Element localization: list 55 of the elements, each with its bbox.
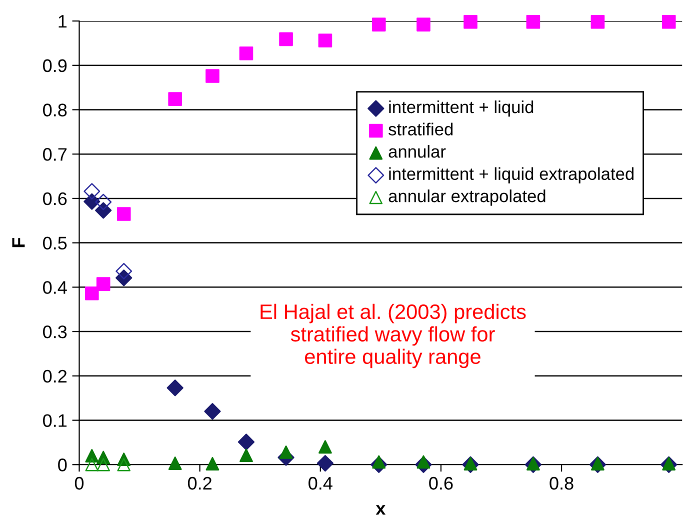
point [279, 445, 293, 459]
x-tick-label: 0.2 [188, 476, 212, 490]
point [204, 403, 221, 420]
point [240, 448, 253, 462]
legend-label: stratified [388, 122, 453, 136]
point [96, 458, 110, 472]
point [464, 14, 478, 29]
point [416, 455, 430, 469]
point [84, 286, 99, 300]
point [116, 262, 132, 280]
y-tick-label: 0.1 [43, 414, 67, 427]
point [95, 194, 112, 210]
point [96, 277, 110, 291]
x-axis-title: x [376, 505, 386, 515]
x-tick-label: 0.4 [308, 476, 332, 490]
point [239, 46, 254, 60]
point [590, 14, 605, 29]
y-tick-label: 1 [58, 15, 67, 28]
y-tick-label: 0.4 [43, 281, 67, 294]
point [206, 69, 220, 83]
point [168, 92, 182, 106]
point [662, 14, 676, 29]
x-tick-label: 0.8 [550, 476, 574, 490]
point [318, 34, 332, 48]
legend-label: intermittent + liquid [389, 100, 534, 117]
legend-label: annular [388, 144, 446, 158]
point [416, 18, 430, 32]
point [316, 454, 334, 472]
point [279, 32, 293, 46]
legend-label: annular extrapolated [388, 190, 546, 206]
y-tick-label: 0 [58, 458, 67, 472]
point [84, 183, 100, 200]
x-tick-label: 0 [74, 476, 84, 490]
point [372, 18, 386, 32]
point [116, 207, 131, 221]
point [85, 458, 99, 472]
legend-label: intermittent + liquid extrapolated [389, 167, 634, 184]
point [117, 458, 130, 472]
point [526, 14, 540, 29]
point [238, 434, 255, 450]
point [168, 456, 182, 470]
y-tick-label: 0.9 [43, 59, 67, 72]
y-axis-title: F [12, 238, 25, 248]
point [166, 380, 184, 396]
y-tick-label: 0.6 [43, 192, 67, 206]
point [206, 457, 220, 470]
annotation: El Hajal et al. (2003) predicts stratified wavy flow for entire quality range [260, 304, 526, 368]
y-tick-label: 0.2 [43, 370, 67, 383]
point [372, 455, 386, 469]
x-tick-label: 0.6 [429, 476, 453, 490]
point [318, 440, 332, 454]
y-tick-label: 0.3 [43, 325, 67, 338]
y-tick-label: 0.7 [43, 148, 67, 161]
y-tick-label: 0.8 [43, 104, 67, 116]
y-tick-label: 0.5 [43, 236, 67, 250]
